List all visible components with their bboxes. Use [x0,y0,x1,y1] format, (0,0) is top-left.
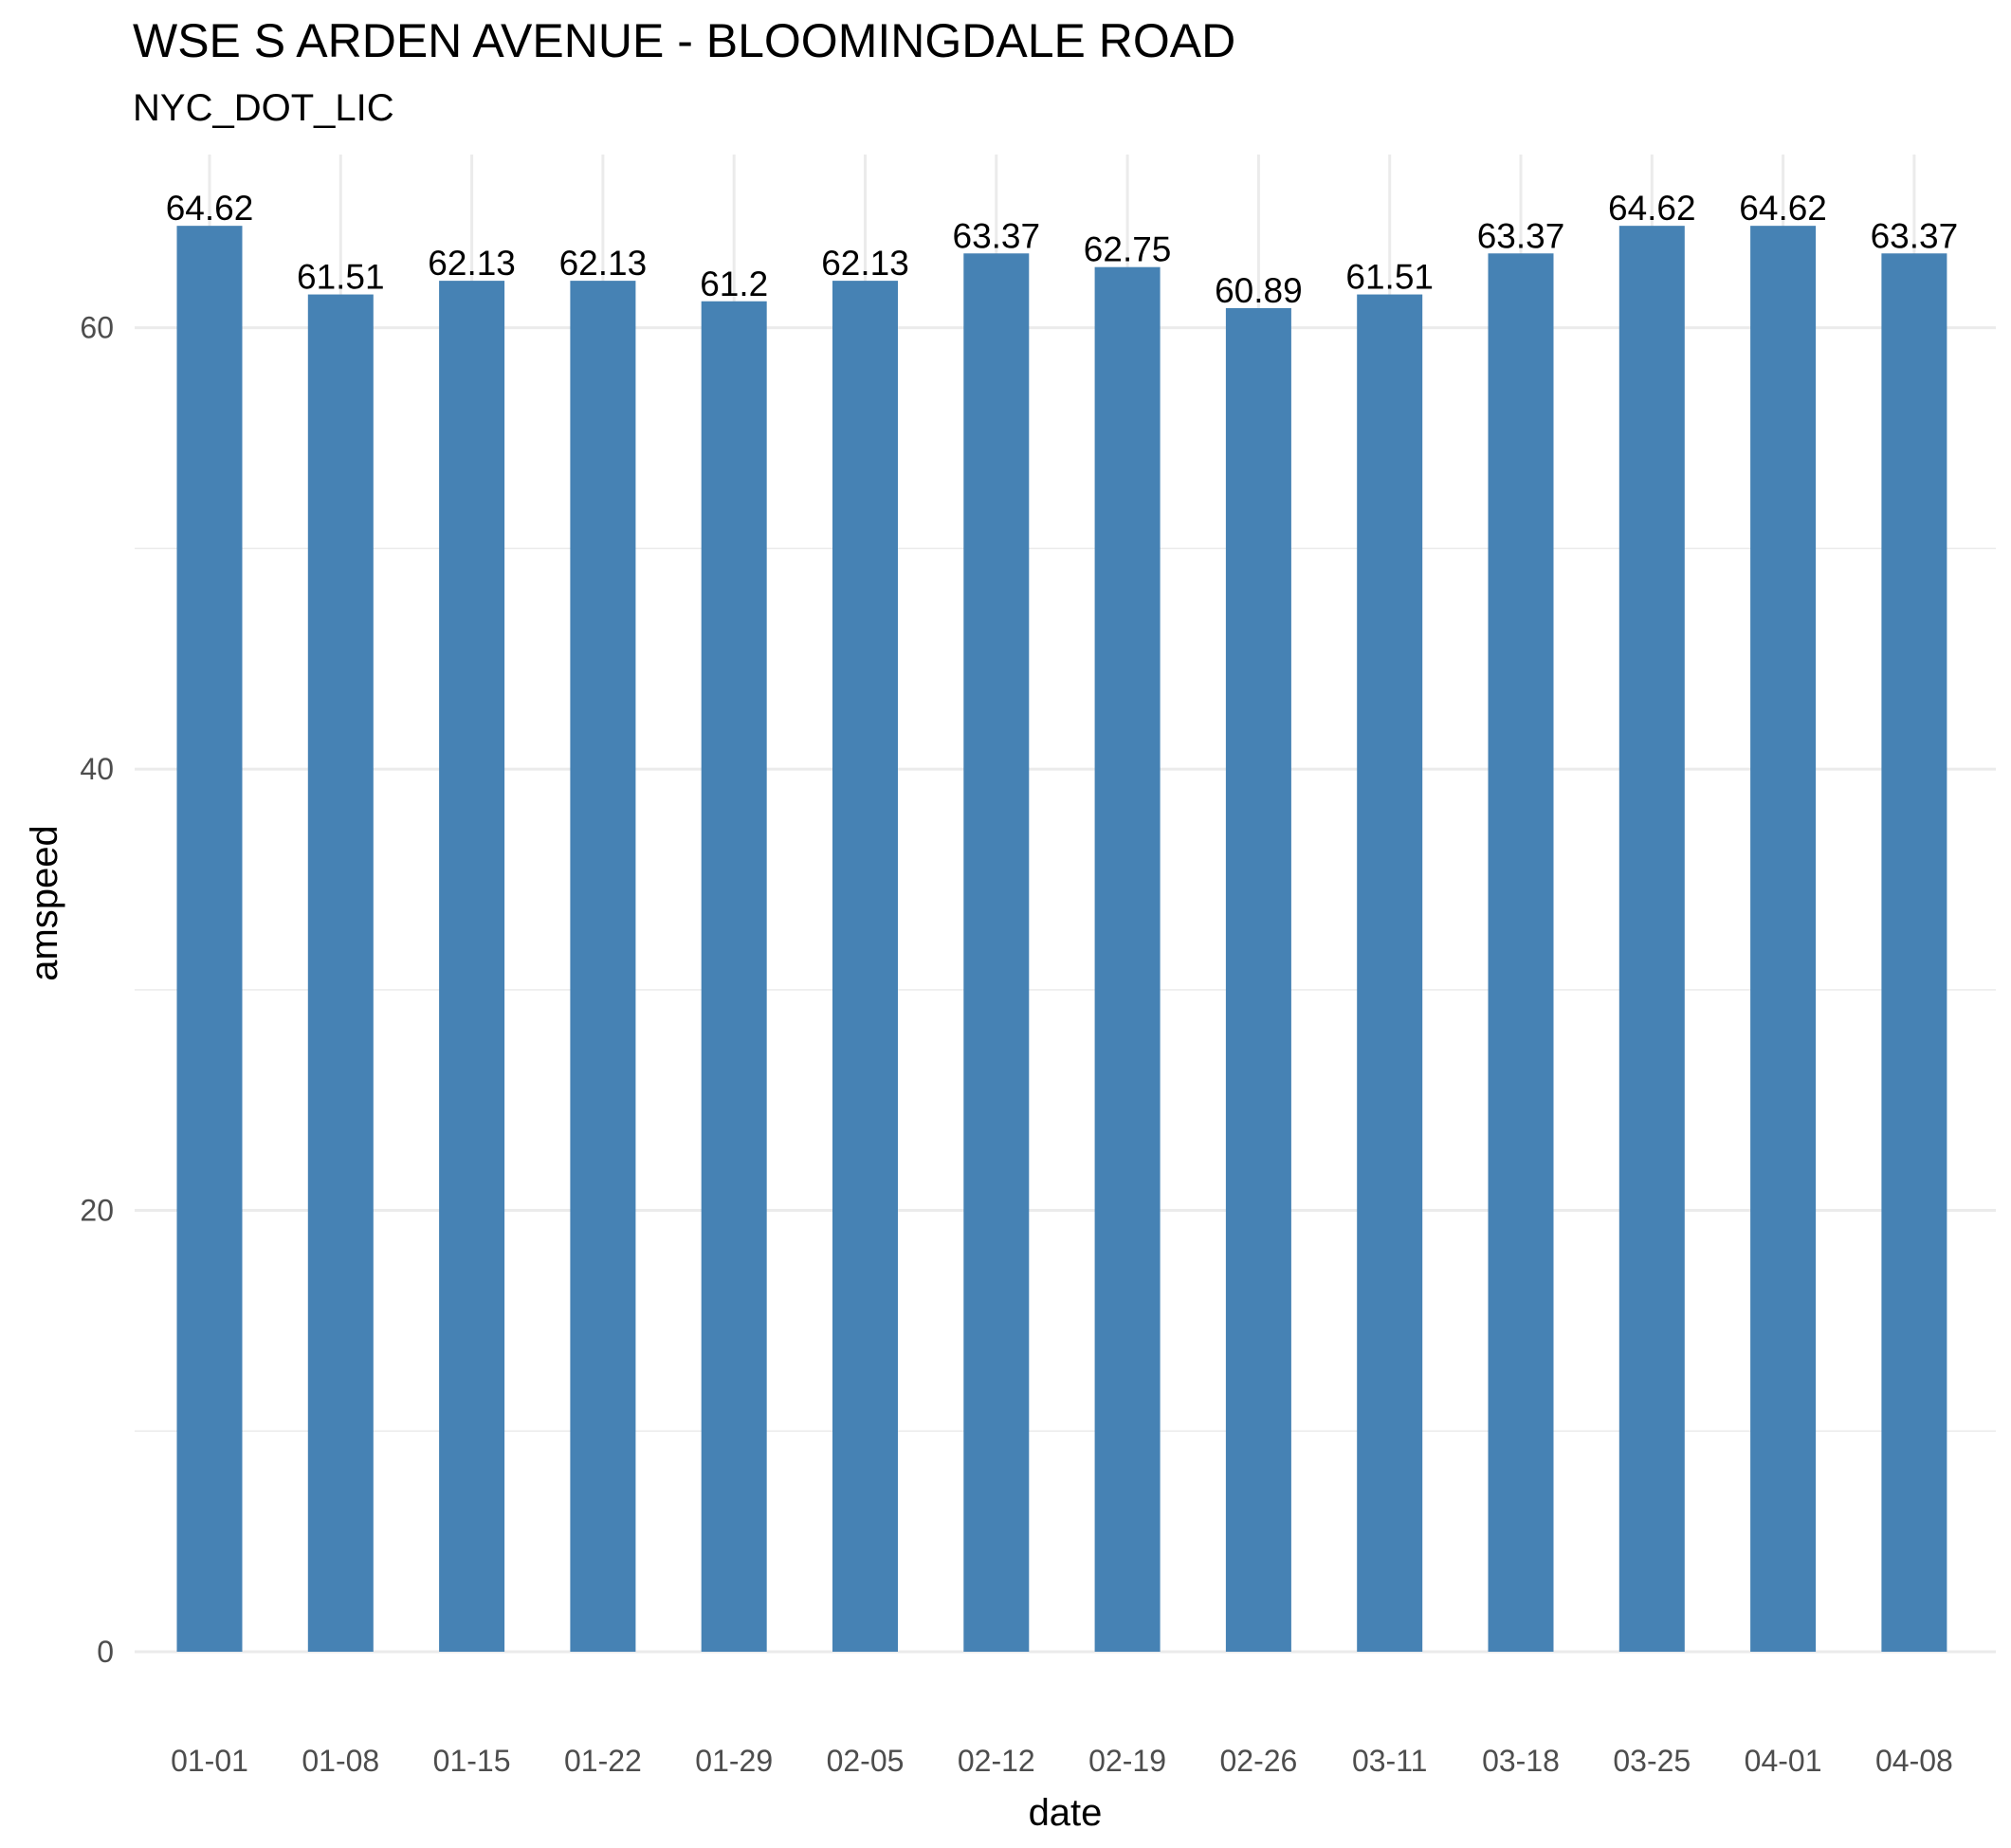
x-tick-label: 01-01 [171,1744,248,1778]
bar [1357,294,1423,1653]
x-tick-label: 04-08 [1875,1744,1953,1778]
bar-value-label: 61.2 [700,265,768,303]
bar [307,294,374,1653]
x-tick-label: 02-19 [1088,1744,1166,1778]
x-tick-label: 02-12 [958,1744,1035,1778]
bar [439,281,505,1653]
x-tick-label: 03-25 [1613,1744,1691,1778]
bar [570,281,636,1653]
bar-value-label: 62.13 [428,244,516,283]
bar [1225,307,1291,1652]
bar [832,281,898,1653]
bar-value-label: 63.37 [1871,216,1959,255]
x-tick-label: 01-29 [695,1744,773,1778]
bar [1618,226,1685,1652]
y-tick-label: 0 [97,1635,114,1669]
chart-subtitle: NYC_DOT_LIC [133,87,394,129]
bar-value-label: 62.13 [559,244,648,283]
chart-title: WSE S ARDEN AVENUE - BLOOMINGDALE ROAD [133,14,1236,67]
bar-value-label: 64.62 [1608,189,1696,228]
grid-lines [135,155,1996,1654]
bar-value-label: 62.75 [1084,230,1172,269]
bar [963,253,1030,1653]
bar-value-labels: 64.62 61.51 62.13 62.13 61.2 62.13 63.37 62.75 6… [166,189,1958,310]
x-tick-label: 01-15 [433,1744,511,1778]
y-axis-ticks: 0 20 40 60 [80,311,114,1669]
bar-value-label: 64.62 [1739,189,1827,228]
bar-value-label: 62.13 [821,244,909,283]
bar [176,226,243,1652]
x-tick-label: 03-18 [1482,1744,1560,1778]
bars [176,226,1947,1653]
x-tick-label: 02-26 [1219,1744,1297,1778]
x-tick-label: 01-08 [302,1744,379,1778]
bar-value-label: 63.37 [1477,216,1565,255]
bar-value-label: 61.51 [1345,258,1434,297]
x-axis-title: date [1029,1792,1103,1834]
x-tick-label: 04-01 [1745,1744,1822,1778]
y-tick-label: 20 [80,1194,114,1228]
x-tick-label: 02-05 [827,1744,905,1778]
y-tick-label: 40 [80,752,114,786]
bar [1488,253,1554,1653]
x-axis-ticks: 01-01 01-08 01-15 01-22 01-29 02-05 02-12 02-19… [171,1744,1953,1778]
bar-value-label: 61.51 [297,258,385,297]
bar-value-label: 64.62 [166,189,254,228]
bar-value-label: 63.37 [953,216,1041,255]
bar [701,301,767,1652]
x-tick-label: 01-22 [564,1744,642,1778]
y-axis-title: amspeed [24,825,65,981]
y-tick-label: 60 [80,311,114,345]
bar-value-label: 60.89 [1215,271,1303,310]
x-tick-label: 03-11 [1352,1744,1427,1778]
bar [1881,253,1947,1653]
bar [1094,266,1161,1653]
bar [1750,226,1817,1652]
